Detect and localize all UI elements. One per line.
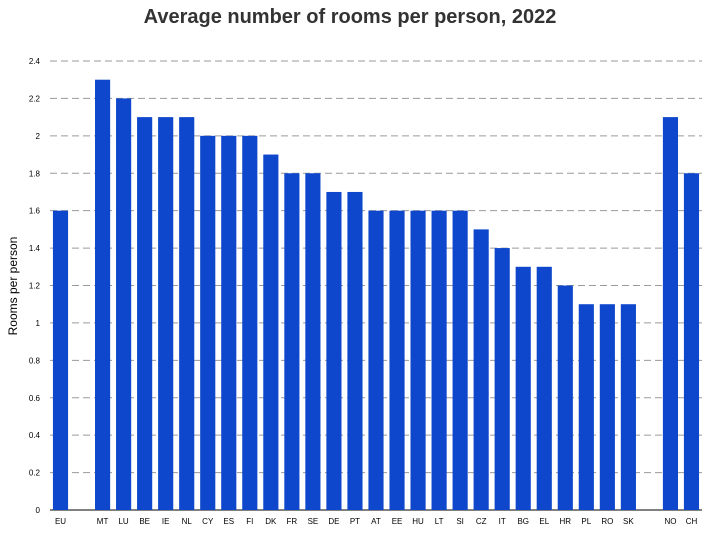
- x-tick-label: BE: [139, 517, 150, 526]
- bar-cz: [473, 229, 489, 511]
- x-tick-label: PL: [581, 517, 591, 526]
- bar-mt: [95, 79, 111, 511]
- x-tick-label: FI: [246, 517, 253, 526]
- x-tick-label: LU: [118, 517, 128, 526]
- bar-ie: [158, 117, 174, 511]
- x-tick-label: IE: [162, 517, 170, 526]
- bar-se: [305, 173, 321, 510]
- y-tick-label: 2: [36, 132, 41, 141]
- x-tick-label: AT: [371, 517, 381, 526]
- x-tick-label: ES: [223, 517, 234, 526]
- y-tick-label: 2.2: [29, 94, 41, 103]
- x-tick-label: LT: [435, 517, 444, 526]
- bar-it: [494, 248, 510, 510]
- y-tick-label: 0.2: [29, 469, 41, 478]
- x-tick-label: SE: [308, 517, 319, 526]
- x-tick-label: RO: [601, 517, 613, 526]
- bar-ee: [389, 210, 405, 511]
- bar-pl: [578, 304, 594, 510]
- bar-de: [326, 191, 342, 510]
- x-tick-label: PT: [350, 517, 360, 526]
- y-tick-label: 0.8: [29, 356, 41, 365]
- x-tick-label: CZ: [476, 517, 487, 526]
- x-tick-label: NL: [182, 517, 193, 526]
- bar-cy: [200, 135, 216, 510]
- bar-eu: [52, 210, 69, 511]
- bar-bg: [515, 266, 531, 510]
- y-tick-label: 0.6: [29, 394, 41, 403]
- bar-dk: [263, 154, 279, 511]
- y-tick-label: 1: [36, 319, 41, 328]
- x-tick-label: EL: [539, 517, 549, 526]
- bar-no: [662, 117, 679, 511]
- x-tick-label: IT: [499, 517, 506, 526]
- bar-lt: [431, 210, 447, 511]
- x-tick-label: FR: [287, 517, 298, 526]
- bar-pt: [347, 191, 363, 510]
- y-tick-label: 1.8: [29, 169, 41, 178]
- y-tick-label: 0: [36, 506, 41, 515]
- x-tick-label: SI: [456, 517, 464, 526]
- chart-title: Average number of rooms per person, 2022: [143, 6, 557, 28]
- x-tick-label: NO: [664, 517, 676, 526]
- x-tick-label: CH: [686, 517, 698, 526]
- x-tick-label: MT: [97, 517, 109, 526]
- y-tick-label: 1.6: [29, 207, 41, 216]
- x-tick-label: EU: [55, 517, 66, 526]
- y-tick-label: 1.4: [29, 244, 41, 253]
- bar-hr: [557, 285, 573, 510]
- y-tick-label: 0.4: [29, 431, 41, 440]
- x-tick-label: DK: [265, 517, 277, 526]
- x-tick-label: HR: [560, 517, 572, 526]
- y-tick-label: 1.2: [29, 282, 41, 291]
- bar-sk: [620, 304, 636, 510]
- bar-fr: [284, 173, 300, 510]
- x-tick-label: HU: [412, 517, 424, 526]
- bar-ch: [683, 173, 700, 510]
- bar-fi: [242, 135, 258, 510]
- bar-be: [137, 117, 153, 511]
- x-tick-label: BG: [517, 517, 529, 526]
- bar-at: [368, 210, 384, 511]
- x-tick-label: EE: [392, 517, 403, 526]
- bar-el: [536, 266, 552, 510]
- bar-es: [221, 135, 237, 510]
- x-tick-label: SK: [623, 517, 634, 526]
- bar-si: [452, 210, 468, 511]
- x-tick-label: CY: [202, 517, 214, 526]
- bar-nl: [179, 117, 195, 511]
- y-tick-label: 2.4: [29, 57, 41, 66]
- bar-ro: [599, 304, 615, 510]
- bar-lu: [116, 98, 132, 511]
- bar-hu: [410, 210, 426, 511]
- x-tick-label: DE: [328, 517, 339, 526]
